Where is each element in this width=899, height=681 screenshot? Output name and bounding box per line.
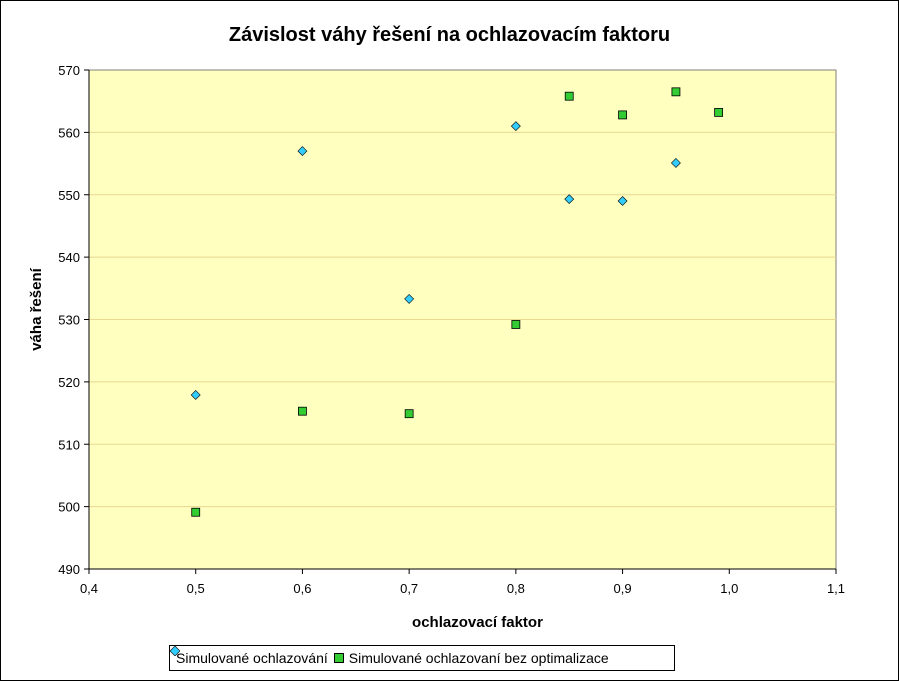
data-point-series-1 [671,158,681,168]
y-tick-label: 520 [58,375,80,390]
y-tick-label: 540 [58,250,80,265]
data-point-series-2 [298,406,307,416]
data-point-series-1 [404,293,415,304]
y-tick-label: 510 [58,437,80,452]
y-tick-label: 530 [58,313,80,328]
legend-item-series-1: Simulované ochlazování [170,646,328,666]
y-tick-label: 560 [58,125,80,140]
data-point-series-2 [618,110,627,120]
y-tick-label: 550 [58,188,80,203]
x-tick-label: 0,7 [400,581,418,596]
data-point-series-1 [190,390,201,400]
data-point-series-2 [671,87,681,97]
data-point-series-2 [714,108,724,117]
data-point-series-1 [564,194,575,205]
x-tick-label: 0,9 [614,581,632,596]
legend-label-series-1: Simulované ochlazování [176,650,328,666]
data-point-series-2 [564,91,574,101]
legend-item-series-2: Simulované ochlazovaní bez optimalizace [333,650,609,666]
diamond-marker-icon [170,646,180,656]
chart-title: Závislost váhy řešení na ochlazovacím fa… [228,24,671,46]
x-tick-label: 1,0 [720,581,738,596]
data-point-series-1 [510,121,521,132]
x-tick-label: 0,6 [293,581,311,596]
data-point-series-1 [297,146,308,157]
data-point-series-1 [617,196,628,206]
y-tick-label: 500 [58,500,80,515]
data-point-series-2 [191,507,201,517]
square-marker-icon [333,653,344,663]
y-tick-label: 570 [58,63,80,78]
x-tick-label: 0,4 [80,581,98,596]
legend-label-series-2: Simulované ochlazovaní bez optimalizace [348,650,609,666]
data-point-series-2 [404,409,414,419]
x-tick-label: 0,5 [187,581,205,596]
chart-legend: Simulované ochlazování Simulované ochlaz… [169,645,675,671]
x-axis-label: ochlazovací faktor [412,614,543,631]
data-point-series-2 [511,320,521,329]
x-tick-label: 1,1 [827,581,845,596]
y-axis-label: váha řešení [28,267,45,350]
x-tick-label: 0,8 [507,581,525,596]
y-tick-label: 490 [58,562,80,577]
